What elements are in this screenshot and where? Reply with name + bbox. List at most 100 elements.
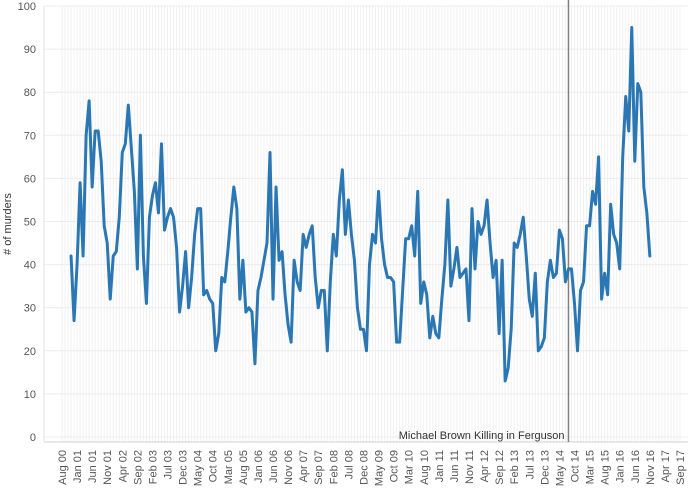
x-tick-label: Oct 09 [389,450,401,482]
x-tick-label: Feb 03 [147,450,159,484]
x-tick-label: Jun 06 [268,450,280,483]
x-tick-label: Nov 06 [283,450,295,485]
data-point [525,255,527,257]
data-point [148,216,151,218]
data-point [350,233,352,236]
data-point [414,255,416,257]
data-point [206,289,208,292]
data-point [88,100,90,102]
data-point [498,332,500,335]
data-point [489,242,491,244]
data-point [245,311,247,313]
data-point [139,134,141,136]
data-point [115,251,117,253]
x-tick-label: Aug 00 [57,450,69,485]
data-point [320,289,322,292]
y-tick-label: 40 [24,260,36,272]
data-point [209,298,211,300]
data-point [85,134,87,136]
data-point [607,294,609,296]
data-point [399,341,401,343]
data-point [323,289,325,292]
data-point [507,367,509,369]
y-tick-label: 80 [24,87,36,99]
data-point [513,242,515,244]
data-point [233,186,235,188]
x-axis-ticks: Aug 00 Jan 01 Jun 01 Nov 01 Apr 02 Sep 02 Feb … [57,450,687,486]
data-point [582,281,585,283]
data-point [242,259,244,261]
data-point [317,307,319,309]
data-point [471,207,473,210]
x-tick-label: Oct 14 [569,450,581,482]
data-point [579,289,582,292]
data-point [453,268,455,270]
data-point [371,233,374,236]
data-point [435,332,437,335]
data-point [417,190,419,192]
data-point [465,268,467,270]
x-tick-label: May 09 [374,450,386,486]
data-point [588,225,591,227]
data-point [462,272,464,274]
data-point [160,143,163,145]
x-tick-label: Dec 08 [358,450,370,485]
data-point [260,276,262,279]
data-point [386,276,389,279]
data-point [106,242,108,244]
data-point [380,238,383,240]
data-point [374,242,377,244]
data-point [546,281,548,283]
x-tick-label: Jun 01 [87,450,99,483]
x-tick-label: Sep 17 [675,450,687,485]
data-point [543,337,545,339]
data-point [290,341,292,343]
data-point [444,264,446,266]
data-point [631,26,633,29]
data-point [570,268,573,270]
data-point [97,130,99,132]
data-point [619,268,621,270]
x-tick-label: Feb 08 [328,450,340,484]
data-point [266,242,268,244]
data-point [573,302,576,304]
data-point [166,216,169,218]
data-point [423,281,425,283]
data-point [121,151,123,154]
data-point [353,259,356,261]
data-point [308,233,310,236]
data-point [172,216,175,218]
y-tick-label: 50 [24,217,36,229]
data-point [70,255,72,257]
data-point [185,251,187,253]
data-point [278,259,280,261]
data-point [94,130,96,132]
data-point [124,143,126,145]
y-tick-label: 70 [24,130,36,142]
x-tick-label: Mar 10 [404,450,416,484]
data-point [341,169,343,171]
data-point [628,130,630,132]
data-point [558,229,561,231]
x-tick-label: Jan 11 [434,450,446,482]
data-point [561,238,564,240]
data-point [601,298,603,300]
data-point [408,238,410,240]
data-point [519,233,521,236]
data-point [432,315,434,317]
data-point [564,281,567,283]
data-point [263,259,265,261]
data-point [91,186,93,188]
x-tick-label: May 14 [554,450,566,486]
data-point [224,281,226,283]
x-tick-label: Mar 15 [585,450,597,484]
data-point [169,207,172,210]
data-point [326,350,328,352]
data-point [468,320,470,322]
data-point [112,255,114,257]
x-tick-label: Jan 16 [615,450,627,483]
data-point [338,199,340,201]
data-point [151,195,154,197]
